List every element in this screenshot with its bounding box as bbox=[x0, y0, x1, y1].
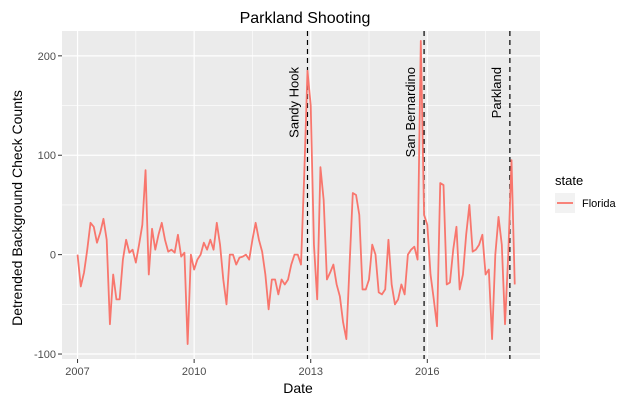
series-line-florida bbox=[76, 40, 516, 345]
major-grid bbox=[62, 31, 540, 359]
event-label: Parkland bbox=[489, 67, 504, 118]
event-label: Sandy Hook bbox=[286, 67, 301, 138]
x-axis-label: Date bbox=[283, 380, 313, 396]
chart-title: Parkland Shooting bbox=[240, 10, 371, 27]
legend-title: state bbox=[555, 173, 583, 188]
x-tick-label: 2007 bbox=[65, 366, 89, 378]
minor-grid bbox=[62, 31, 540, 359]
y-axis-ticks: -100 0 100 200 bbox=[34, 51, 62, 361]
legend: state Florida bbox=[555, 173, 617, 213]
y-tick-label: 200 bbox=[38, 51, 56, 63]
x-tick-label: 2010 bbox=[182, 366, 206, 378]
y-tick-label: 100 bbox=[38, 150, 56, 162]
event-labels: Sandy Hook San Bernardino Parkland bbox=[286, 67, 503, 158]
legend-label-florida: Florida bbox=[582, 198, 617, 210]
y-tick-label: -100 bbox=[34, 349, 56, 361]
y-axis-label: Detrended Background Check Counts bbox=[9, 90, 25, 326]
x-tick-label: 2013 bbox=[298, 366, 322, 378]
x-axis-ticks: 2007 2010 2013 2016 bbox=[65, 359, 440, 378]
event-label: San Bernardino bbox=[403, 67, 418, 157]
x-tick-label: 2016 bbox=[415, 366, 439, 378]
y-tick-label: 0 bbox=[50, 250, 56, 262]
